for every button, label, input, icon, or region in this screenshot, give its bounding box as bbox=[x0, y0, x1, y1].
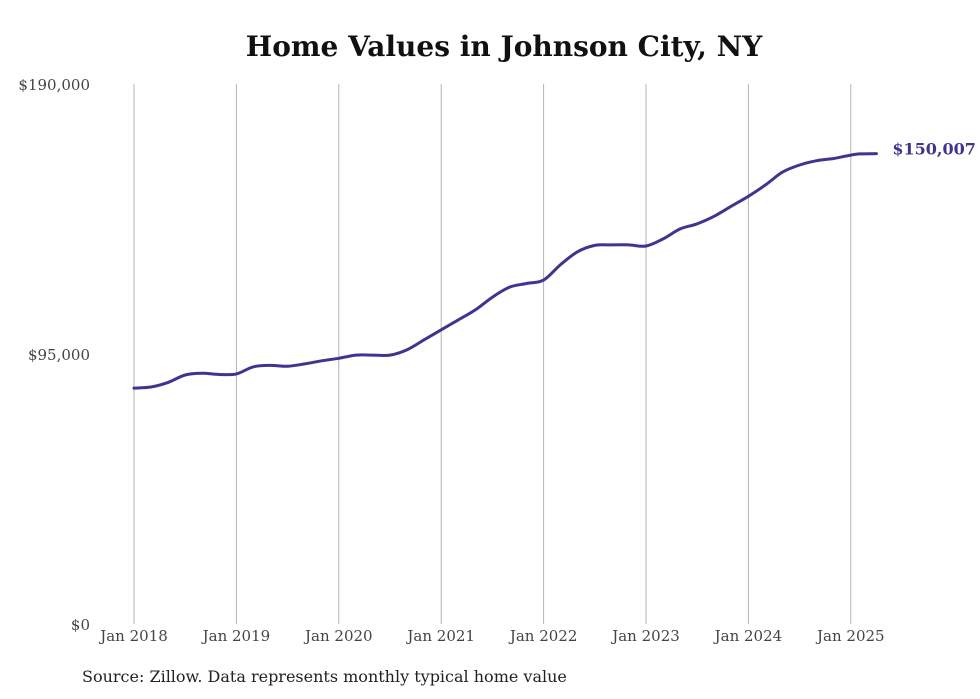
x-tick-label: Jan 2023 bbox=[610, 627, 680, 645]
series-line-home-value bbox=[132, 152, 878, 390]
annotations: $150,007 bbox=[892, 140, 976, 159]
y-tick-label: $0 bbox=[71, 616, 90, 634]
source-note: Source: Zillow. Data represents monthly … bbox=[82, 667, 567, 686]
x-axis: Jan 2018 Jan 2019 Jan 2020 Jan 2021 Jan 2022… bbox=[98, 627, 884, 645]
x-tick-label: Jan 2018 bbox=[98, 627, 168, 645]
x-tick-label: Jan 2021 bbox=[405, 627, 475, 645]
gridlines bbox=[133, 84, 852, 624]
y-tick-label: $95,000 bbox=[28, 346, 90, 364]
chart-title: Home Values in Johnson City, NY bbox=[245, 30, 763, 63]
x-tick-label: Jan 2019 bbox=[201, 627, 271, 645]
series-group bbox=[132, 152, 878, 390]
x-tick-label: Jan 2022 bbox=[508, 627, 578, 645]
y-axis: $0 $95,000 $190,000 bbox=[18, 76, 90, 634]
x-tick-label: Jan 2024 bbox=[713, 627, 783, 645]
line-chart: $0$95,000$190,000 Jan 2018 Jan 2019 Jan 20… bbox=[18, 76, 976, 645]
end-value-label: $150,007 bbox=[892, 140, 976, 159]
x-tick-label: Jan 2025 bbox=[815, 627, 885, 645]
y-tick-label: $190,000 bbox=[18, 76, 90, 94]
x-tick-label: Jan 2020 bbox=[303, 627, 373, 645]
